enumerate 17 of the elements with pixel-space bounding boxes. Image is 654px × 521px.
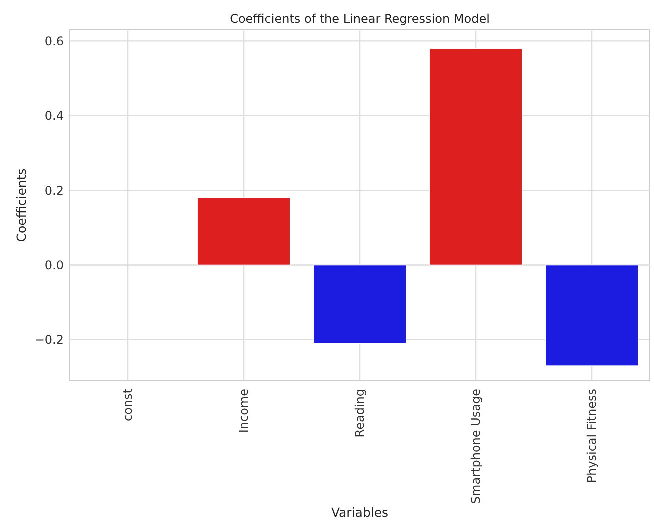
y-tick-label: 0.4 bbox=[44, 109, 64, 124]
bar bbox=[429, 48, 523, 266]
y-tick-label: 0.0 bbox=[44, 258, 64, 272]
y-axis-title: Coefficients bbox=[14, 168, 29, 242]
bar bbox=[197, 198, 291, 266]
y-tick-label: 0.2 bbox=[44, 184, 64, 198]
chart-title: Coefficients of the Linear Regression Model bbox=[230, 12, 490, 26]
x-tick-label: Smartphone Usage bbox=[469, 389, 484, 504]
x-tick-label: Physical Fitness bbox=[585, 389, 600, 484]
y-tick-label: 0.6 bbox=[44, 34, 64, 48]
x-tick-label: const bbox=[121, 388, 136, 422]
x-axis-title: Variables bbox=[331, 505, 389, 520]
y-tick-label: −0.2 bbox=[34, 333, 64, 348]
bar bbox=[313, 264, 407, 344]
x-tick-label: Reading bbox=[353, 389, 368, 438]
x-tick-label: Income bbox=[237, 389, 252, 434]
bar bbox=[545, 264, 639, 366]
